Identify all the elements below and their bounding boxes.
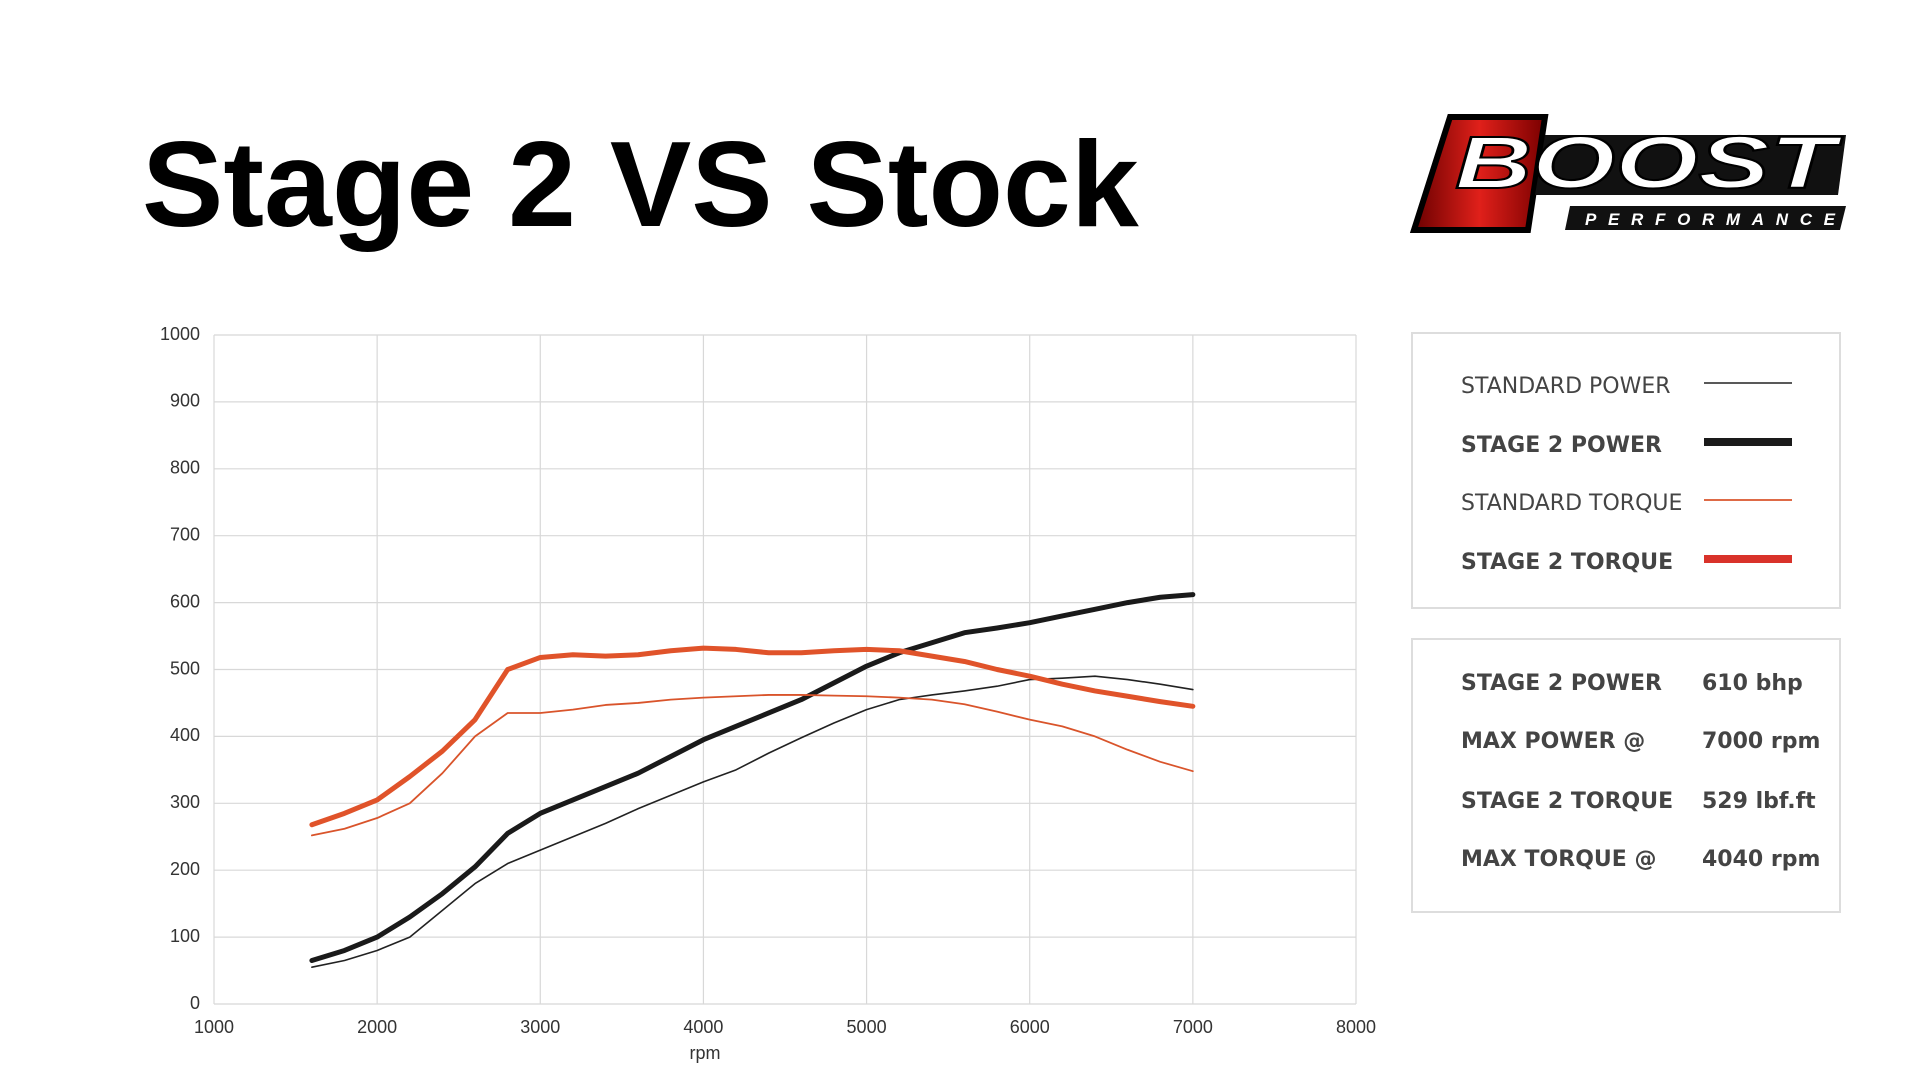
y-tick-label: 900 — [170, 391, 200, 411]
y-tick-label: 400 — [170, 725, 200, 745]
legend-label: STANDARD POWER — [1461, 374, 1671, 399]
stat-value: 529 lbf.ft — [1702, 789, 1816, 814]
chart-title: Stage 2 VS Stock — [142, 116, 1139, 252]
legend-label: STAGE 2 TORQUE — [1461, 550, 1673, 575]
x-tick-label: 3000 — [520, 1017, 560, 1037]
series-line — [309, 645, 1196, 828]
x-tick-label: 5000 — [847, 1017, 887, 1037]
y-tick-label: 800 — [170, 458, 200, 478]
stat-value: 4040 rpm — [1702, 847, 1820, 872]
y-tick-label: 0 — [190, 993, 200, 1013]
stat-value: 610 bhp — [1702, 671, 1803, 696]
logo-text: BOOST — [1455, 121, 1843, 204]
y-tick-label: 700 — [170, 524, 200, 544]
x-tick-label: 8000 — [1336, 1017, 1376, 1037]
legend-label: STANDARD TORQUE — [1461, 491, 1682, 516]
legend-label: STAGE 2 POWER — [1461, 433, 1662, 458]
series-line — [310, 694, 1194, 837]
y-tick-label: 500 — [170, 658, 200, 678]
x-tick-label: 2000 — [357, 1017, 397, 1037]
stat-label: MAX POWER @ — [1461, 729, 1645, 754]
legend-box — [1411, 332, 1841, 609]
series-line — [309, 592, 1196, 964]
x-tick-label: 7000 — [1173, 1017, 1213, 1037]
y-tick-label: 1000 — [160, 324, 200, 344]
x-axis-label: rpm — [690, 1043, 721, 1063]
y-tick-label: 600 — [170, 591, 200, 611]
y-tick-label: 300 — [170, 792, 200, 812]
x-tick-label: 6000 — [1010, 1017, 1050, 1037]
x-tick-label: 4000 — [683, 1017, 723, 1037]
stat-value: 7000 rpm — [1702, 729, 1820, 754]
x-tick-label: 1000 — [194, 1017, 234, 1037]
stats-box — [1411, 638, 1841, 913]
stat-label: MAX TORQUE @ — [1461, 847, 1656, 872]
logo: BOOST PERFORMANCE — [1409, 114, 1846, 233]
y-tick-label: 200 — [170, 859, 200, 879]
y-tick-label: 100 — [170, 926, 200, 946]
stat-label: STAGE 2 POWER — [1461, 671, 1662, 696]
stat-label: STAGE 2 TORQUE — [1461, 789, 1673, 814]
